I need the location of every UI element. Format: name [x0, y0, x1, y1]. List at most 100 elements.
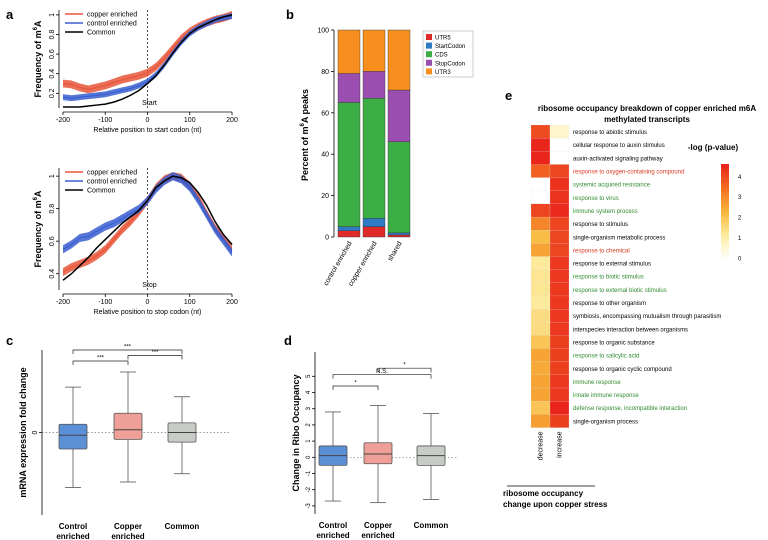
- x-axis-label: Relative position to stop codon (nt): [94, 309, 202, 316]
- series-line-Common: [63, 14, 233, 108]
- box-Control-enriched: [58, 423, 88, 450]
- x-category-label: Copper: [364, 521, 392, 530]
- x-category-label: enriched: [316, 531, 349, 540]
- legend-label: Common: [87, 188, 116, 195]
- colorbar-step: [721, 255, 729, 259]
- heatmap-cell: [549, 256, 570, 270]
- significance-bracket: [332, 374, 432, 379]
- heatmap-row-label: response to organic substance: [573, 340, 655, 346]
- colorbar-step: [721, 213, 729, 216]
- heatmap-row-label: auxin-activated signaling pathway: [573, 156, 663, 162]
- heatmap-column-label: decrease: [538, 431, 545, 460]
- bar-segment-StopCodon: [362, 71, 386, 99]
- legend-label: StartCodon: [435, 44, 465, 50]
- significance-bracket: [72, 360, 129, 365]
- y-tick-label: 5: [306, 374, 312, 378]
- bar-segment-UTR5: [387, 234, 411, 238]
- colorbar-step: [721, 166, 729, 169]
- panel-label-e: e: [505, 88, 512, 103]
- significance-bracket: [72, 349, 183, 354]
- legend-label: UTR3: [435, 70, 451, 76]
- colorbar-tick-label: 4: [738, 175, 742, 181]
- heatmap-cell: [530, 243, 551, 257]
- y-tick-label: 0: [306, 455, 312, 459]
- x-axis-label: Relative position to start codon (nt): [93, 127, 201, 134]
- x-tick-label: -200: [56, 299, 70, 306]
- y-tick-label: -2: [306, 486, 312, 492]
- y-axis-label: Frequency of m6A: [33, 190, 43, 267]
- y-tick-label: 40: [321, 152, 329, 159]
- x-category-label: enriched: [361, 531, 394, 540]
- bar-segment-CDS: [387, 141, 411, 234]
- heatmap-row-label: response to biotic stimulus: [573, 275, 644, 281]
- x-category-label: copper enriched: [348, 240, 379, 287]
- colorbar-step: [721, 211, 729, 214]
- colorbar-step: [721, 203, 729, 207]
- y-tick-label: 0: [325, 235, 329, 242]
- heatmap-row-label: response to salicylic acid: [573, 354, 639, 360]
- heatmap-row-label: response to virus: [573, 196, 619, 202]
- panel-label-a: a: [6, 7, 14, 22]
- panel-label-c: c: [6, 333, 13, 348]
- heatmap-row-label: response to external stimulus: [573, 262, 651, 268]
- heatmap-cell: [549, 295, 570, 310]
- colorbar-tick-label: 1: [738, 236, 742, 242]
- colorbar-step: [721, 220, 729, 224]
- legend-label: UTR5: [435, 36, 451, 42]
- y-label-part: Percent of m: [300, 127, 310, 182]
- heatmap-row-label: response to other organism: [573, 301, 646, 307]
- x-tick-label: -100: [98, 117, 112, 124]
- y-axis-label: Frequency of m6A: [33, 20, 43, 97]
- x-category-label: enriched: [111, 532, 144, 540]
- colorbar-step: [721, 180, 729, 184]
- heatmap-cell: [530, 335, 551, 349]
- heatmap-cell: [530, 282, 551, 297]
- heatmap-cell: [530, 309, 551, 323]
- y-tick-label: 0: [32, 430, 39, 434]
- box-plot-d: -3 -2 -1 0 1 2 3 4 5 Change in Ribo Occupancy Cont…: [291, 352, 458, 540]
- colorbar-tick-label: 2: [738, 216, 742, 222]
- y-tick-label: 1: [49, 13, 56, 17]
- heatmap-row-label: single-organism process: [573, 419, 638, 425]
- bar-segment-UTR3: [337, 29, 361, 74]
- heatmap-cell: [530, 361, 551, 376]
- y-axis-label: Change in Ribo Occupancy: [291, 374, 301, 491]
- heatmap-row-label: innate immune response: [573, 393, 639, 399]
- y-axis-label: mRNA expression fold change: [18, 367, 28, 497]
- heatmap-cell: [549, 335, 570, 349]
- heatmap-x-label: change upon copper stress: [503, 500, 608, 509]
- y-tick-label: 60: [321, 110, 329, 117]
- y-tick-label: 1: [49, 174, 56, 178]
- significance-label: ***: [97, 356, 105, 362]
- colorbar-step: [721, 196, 729, 200]
- colorbar-tick-label: 3: [738, 195, 742, 201]
- heatmap-cell: [549, 124, 570, 139]
- heatmap-cell: [549, 177, 570, 192]
- colorbar-tick-label: 0: [738, 257, 742, 263]
- bar-segment-UTR5: [362, 226, 386, 238]
- heatmap-cell: [530, 124, 551, 139]
- colorbar-step: [721, 227, 729, 231]
- legend-label: control enriched: [87, 179, 137, 186]
- y-tick-label: 4: [306, 390, 312, 394]
- significance-label: ***: [124, 345, 132, 351]
- heatmap-title: methylated transcripts: [604, 115, 690, 124]
- series-band-control-enriched: [63, 12, 232, 102]
- heatmap-row-label: immune response: [573, 380, 621, 386]
- series-band-copper-enriched: [63, 172, 232, 277]
- y-tick-label: 0.4: [49, 269, 56, 279]
- heatmap-cell: [549, 151, 570, 165]
- y-tick-label: 0.8: [49, 204, 56, 214]
- legend-label: StopCodon: [435, 61, 465, 67]
- colorbar-step: [721, 232, 729, 235]
- bar-segment-UTR3: [362, 29, 386, 72]
- y-label-part: A: [33, 190, 43, 197]
- significance-label: *: [354, 381, 357, 387]
- heatmap-column-label: increase: [557, 431, 564, 458]
- significance-label: ***: [151, 350, 159, 356]
- heatmap-cell: [549, 361, 570, 376]
- y-label-part: Frequency of m: [33, 200, 43, 267]
- heatmap-row-label: response to stimulus: [573, 222, 628, 228]
- heatmap-cell: [549, 138, 570, 152]
- colorbar-step: [721, 218, 729, 221]
